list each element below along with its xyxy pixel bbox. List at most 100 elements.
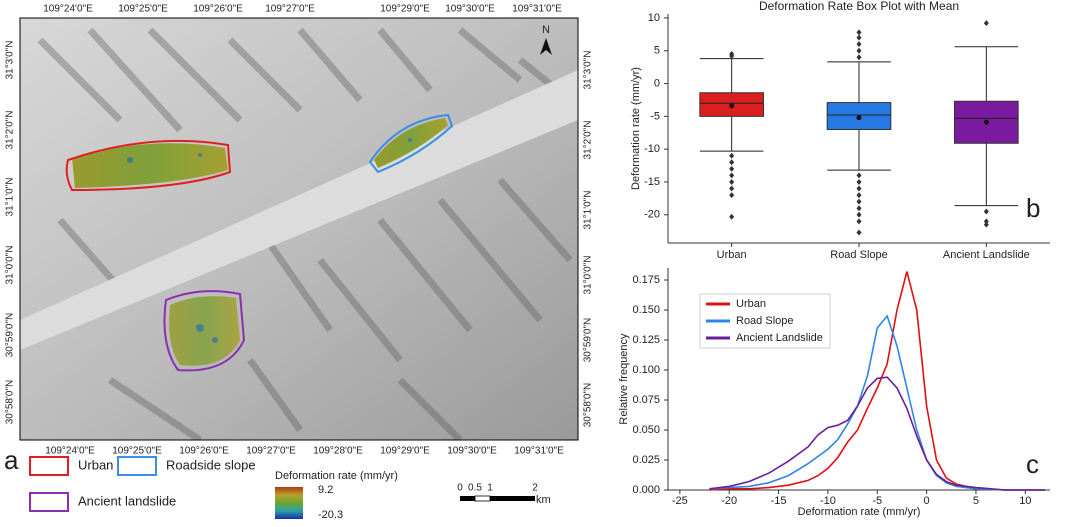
lon-label: 109°31'0"E bbox=[514, 446, 564, 457]
spot bbox=[212, 337, 218, 343]
lon-label: 109°29'0"E bbox=[380, 4, 430, 15]
ancient-zone bbox=[169, 296, 240, 366]
lon-label: 109°26'0"E bbox=[179, 446, 229, 457]
lon-label: 109°30'0"E bbox=[445, 4, 495, 15]
legend-label: Urban bbox=[736, 298, 766, 310]
x-tick-label: Urban bbox=[717, 249, 747, 261]
y-tick-label: -5 bbox=[650, 110, 660, 122]
zone-outline bbox=[163, 290, 246, 372]
spot bbox=[196, 324, 204, 332]
colorbar-max: 9.2 bbox=[318, 484, 333, 496]
lat-label: 31°3'0"N bbox=[583, 51, 594, 90]
valley bbox=[20, 70, 578, 350]
scale-unit: km bbox=[536, 494, 551, 506]
y-tick-label: 0 bbox=[654, 77, 660, 89]
lat-label: 30°58'0"N bbox=[5, 380, 16, 425]
outlier bbox=[729, 192, 735, 199]
x-tick-label: Ancient Landslide bbox=[943, 249, 1030, 261]
outlier bbox=[729, 165, 735, 172]
scale-label: 1 bbox=[487, 483, 493, 494]
x-axis-label: Deformation rate (mm/yr) bbox=[798, 506, 921, 518]
outlier bbox=[856, 178, 862, 185]
outlier bbox=[729, 152, 735, 159]
outlier bbox=[856, 41, 862, 48]
spot bbox=[408, 138, 412, 142]
scale-segment bbox=[490, 496, 535, 501]
lat-label: 30°58'0"N bbox=[583, 383, 594, 428]
mean bbox=[729, 103, 735, 109]
mean bbox=[856, 115, 862, 121]
panel-label: a bbox=[4, 445, 19, 475]
outlier bbox=[856, 54, 862, 61]
mean bbox=[983, 119, 989, 125]
y-tick-label: 0.175 bbox=[632, 274, 660, 286]
legend-label: Urban bbox=[78, 457, 113, 472]
outlier bbox=[856, 172, 862, 179]
lon-label: 109°25'0"E bbox=[118, 4, 168, 15]
ridge-lines bbox=[37, 27, 573, 133]
x-tick-label: 0 bbox=[924, 495, 930, 507]
legend-swatch bbox=[29, 492, 69, 512]
lon-label: 109°29'0"E bbox=[380, 446, 430, 457]
y-tick-label: 0.150 bbox=[632, 304, 660, 316]
y-tick-label: 0.050 bbox=[632, 424, 660, 436]
lat-label: 31°1'0"N bbox=[5, 178, 16, 217]
y-tick-label: 5 bbox=[654, 45, 660, 57]
box bbox=[954, 100, 1019, 144]
x-tick-label: 5 bbox=[973, 495, 979, 507]
lat-label: 31°0'0"N bbox=[5, 246, 16, 285]
lon-label: 109°30'0"E bbox=[447, 446, 497, 457]
lon-label: 109°24'0"E bbox=[43, 4, 93, 15]
scale-bar bbox=[460, 495, 535, 502]
outlier bbox=[729, 172, 735, 179]
outlier bbox=[729, 178, 735, 185]
y-tick-label: -10 bbox=[644, 143, 660, 155]
density-line bbox=[709, 271, 1046, 491]
lon-label: 109°25'0"E bbox=[112, 446, 162, 457]
lat-label: 31°3'0"N bbox=[5, 41, 16, 80]
y-tick-label: 0.000 bbox=[632, 484, 660, 496]
zone-outline bbox=[368, 113, 454, 174]
outlier bbox=[983, 208, 989, 215]
x-tick-label: 10 bbox=[1019, 495, 1031, 507]
lat-label: 31°1'0"N bbox=[583, 191, 594, 230]
map-frame bbox=[19, 17, 579, 441]
x-tick-label: -10 bbox=[820, 495, 836, 507]
legend-label: Ancient landslide bbox=[78, 493, 176, 508]
chart-title: Deformation Rate Box Plot with Mean bbox=[759, 0, 959, 13]
zone-outlines bbox=[65, 113, 454, 372]
ridges bbox=[37, 27, 573, 440]
lon-label: 109°24'0"E bbox=[45, 446, 95, 457]
legend-label: Ancient Landslide bbox=[736, 332, 823, 344]
north-label: N bbox=[542, 24, 550, 36]
outlier bbox=[856, 229, 862, 236]
legend-swatch bbox=[29, 456, 69, 476]
x-tick-label: -20 bbox=[721, 495, 737, 507]
lon-label: 109°28'0"E bbox=[313, 446, 363, 457]
lat-label: 31°0'0"N bbox=[583, 256, 594, 295]
legend-label: Roadside slope bbox=[166, 457, 256, 472]
map-area bbox=[20, 18, 578, 440]
colorbar-title: Deformation rate (mm/yr) bbox=[275, 470, 398, 482]
y-tick-label: 0.025 bbox=[632, 454, 660, 466]
legend-swatch bbox=[117, 456, 157, 476]
outlier bbox=[983, 20, 989, 27]
outlier bbox=[856, 34, 862, 41]
outlier bbox=[729, 159, 735, 166]
outlier bbox=[856, 192, 862, 199]
colorbar bbox=[275, 487, 303, 519]
lat-label: 31°2'0"N bbox=[5, 111, 16, 150]
lat-label: 31°2'0"N bbox=[583, 121, 594, 160]
outlier bbox=[729, 213, 735, 220]
x-tick-label: -25 bbox=[672, 495, 688, 507]
density-line bbox=[709, 376, 1046, 491]
ridge-lines bbox=[57, 177, 573, 440]
outlier bbox=[983, 218, 989, 225]
zone-spots bbox=[127, 138, 412, 343]
lon-label: 109°27'0"E bbox=[246, 446, 296, 457]
outlier bbox=[856, 47, 862, 54]
y-axis-label: Deformation rate (mm/yr) bbox=[630, 67, 642, 190]
panel-label: c bbox=[1026, 449, 1039, 479]
panel-label: b bbox=[1026, 193, 1040, 223]
road-zone bbox=[374, 118, 448, 168]
